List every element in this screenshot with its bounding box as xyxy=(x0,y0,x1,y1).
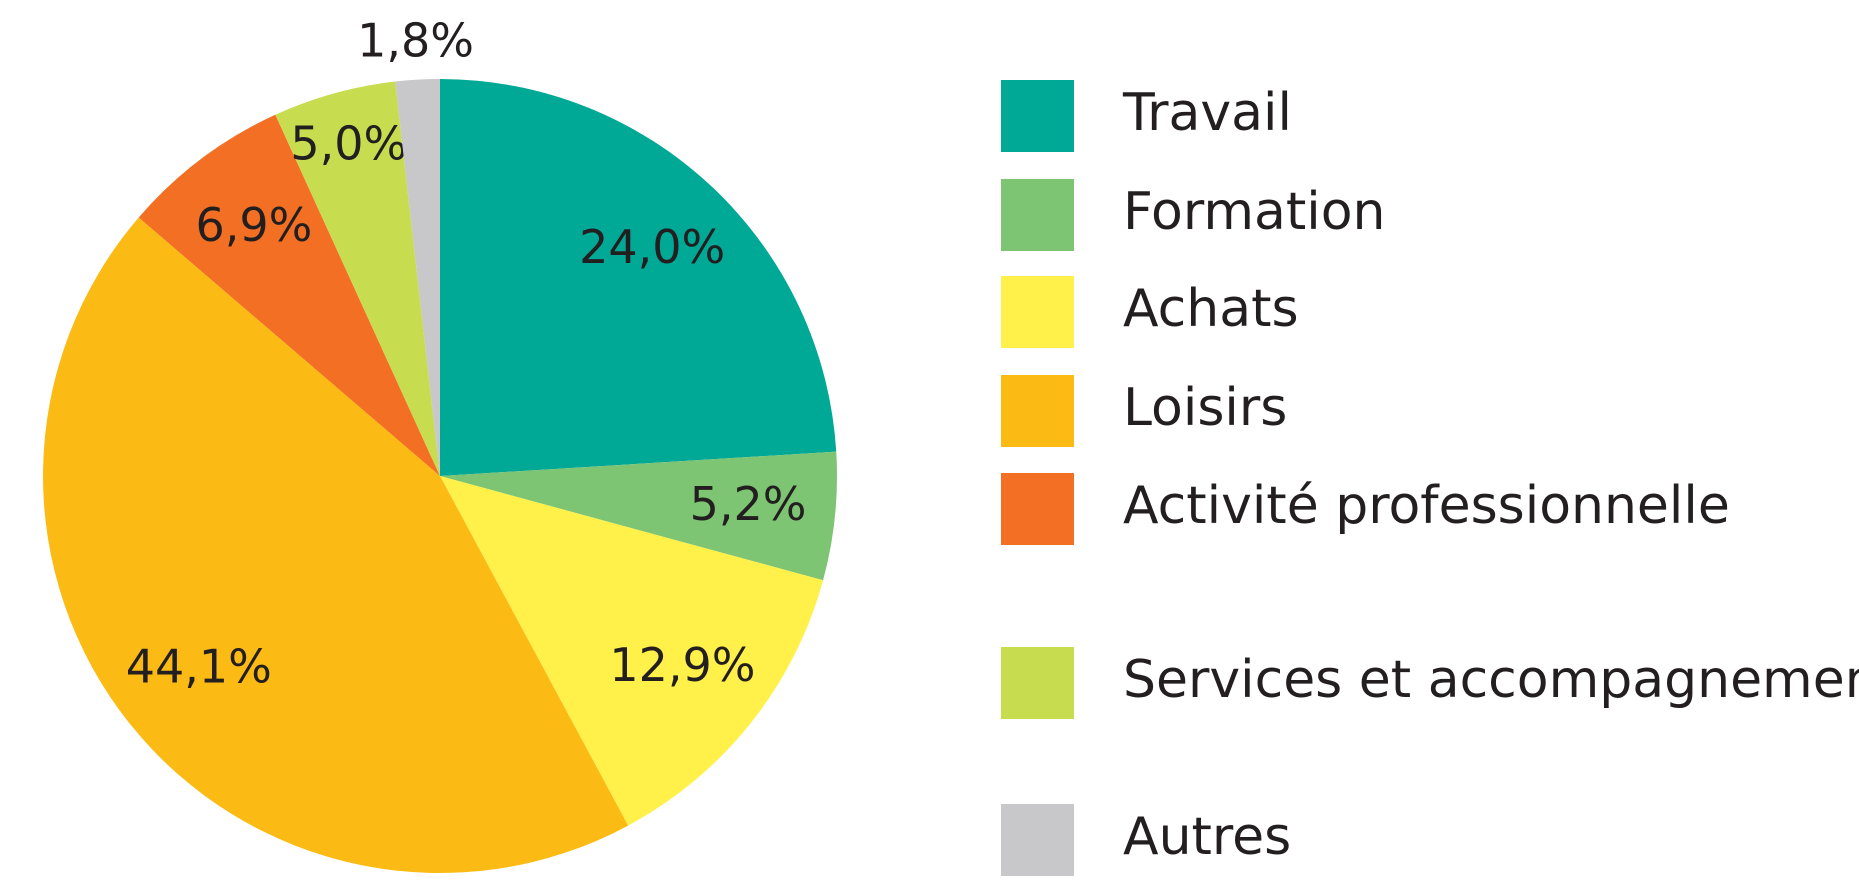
pie-slice xyxy=(275,81,440,476)
legend-label: Activité professionnelle xyxy=(1123,476,1730,536)
legend-label: Achats xyxy=(1123,279,1299,339)
pie-slice xyxy=(440,451,837,581)
data-label: 5,0% xyxy=(290,116,407,170)
data-label: 1,8% xyxy=(357,13,474,67)
legend-swatch xyxy=(1001,375,1074,447)
legend-swatch xyxy=(1001,647,1074,719)
data-label: 44,1% xyxy=(126,640,272,694)
data-label: 12,9% xyxy=(609,638,755,692)
legend-swatch xyxy=(1001,804,1074,876)
legend-swatch xyxy=(1001,80,1074,152)
legend-label: Autres xyxy=(1123,807,1291,867)
pie-slice xyxy=(138,114,440,477)
data-label: 6,9% xyxy=(195,198,312,252)
pie-slice xyxy=(440,79,837,476)
legend-label: Services et accompagnement xyxy=(1123,650,1859,710)
pie-slice xyxy=(395,79,440,476)
legend-label: Formation xyxy=(1123,182,1385,242)
pie-slice xyxy=(440,476,824,826)
legend-swatch xyxy=(1001,473,1074,545)
data-label: 24,0% xyxy=(579,220,725,274)
data-label: 5,2% xyxy=(690,477,807,531)
legend-swatch xyxy=(1001,276,1074,348)
legend-label: Loisirs xyxy=(1123,378,1287,438)
legend-swatch xyxy=(1001,179,1074,251)
pie-slice xyxy=(43,217,629,873)
legend-label: Travail xyxy=(1122,83,1292,143)
